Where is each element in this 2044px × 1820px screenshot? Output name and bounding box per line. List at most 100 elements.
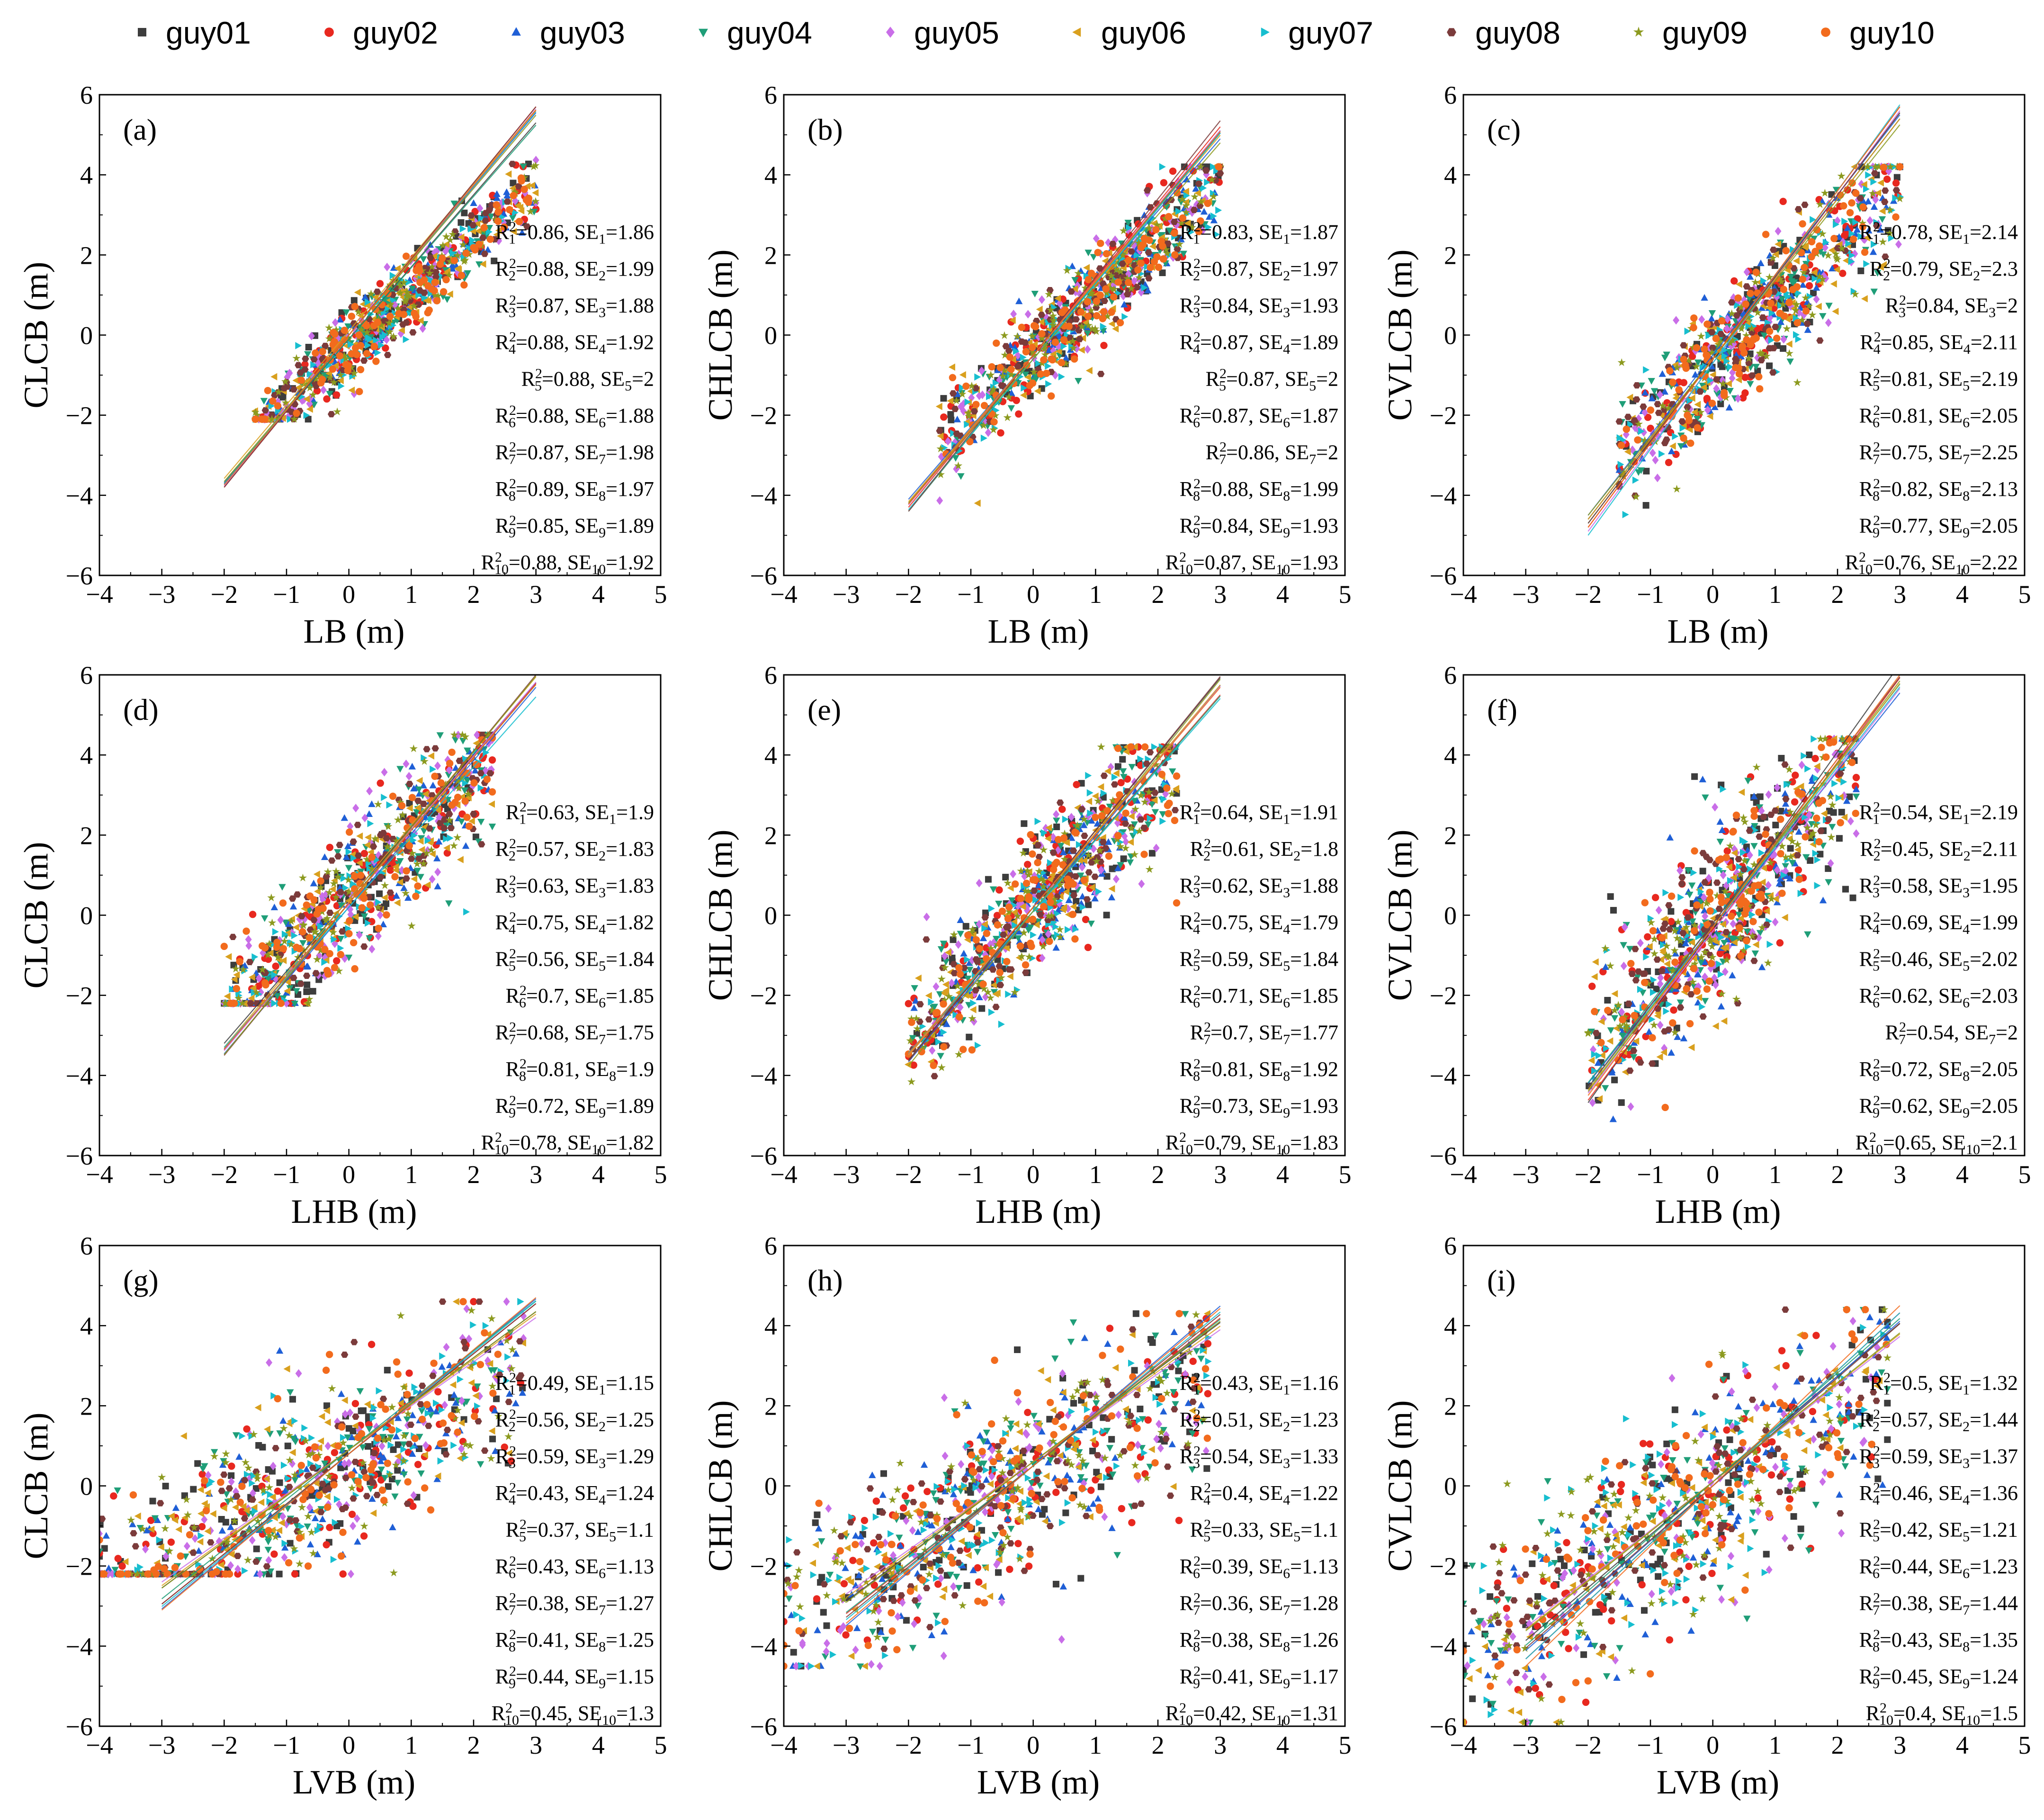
data-point-guy09 — [1685, 356, 1693, 364]
data-point-guy08 — [1170, 218, 1178, 225]
data-point-guy03 — [1177, 235, 1185, 242]
data-point-guy09 — [1804, 302, 1813, 310]
fit-stat-guy08: R2 8=0.82, SE8=2.13 — [1859, 476, 2018, 504]
fit-stat-guy03: R2 3=0.87, SE3=1.88 — [495, 293, 654, 321]
scatter-points — [220, 730, 496, 1008]
fit-stat-guy04: R2 4=0.75, SE4=1.82 — [495, 909, 654, 937]
data-point-guy10 — [367, 901, 374, 909]
data-point-guy06 — [431, 252, 438, 260]
data-point-guy08 — [1767, 259, 1775, 266]
data-point-guy09 — [407, 922, 416, 930]
data-point-guy06 — [313, 870, 320, 878]
y-tick-label: −2 — [66, 402, 93, 430]
data-point-guy09 — [1208, 175, 1216, 184]
data-point-guy10 — [386, 313, 394, 320]
data-point-guy04 — [509, 215, 517, 222]
data-point-guy08 — [1712, 376, 1721, 383]
data-point-guy04 — [1031, 377, 1040, 384]
data-point-guy08 — [1873, 223, 1881, 229]
data-point-guy07 — [378, 341, 385, 349]
data-point-guy01 — [338, 309, 345, 316]
data-point-guy10 — [448, 748, 456, 756]
data-point-guy10 — [1685, 417, 1693, 424]
data-point-guy05 — [306, 399, 313, 408]
data-point-guy10 — [428, 285, 436, 293]
data-point-guy10 — [1051, 339, 1059, 346]
y-tick-label: −4 — [750, 482, 777, 510]
data-point-guy09 — [1798, 316, 1806, 324]
data-point-guy03 — [1140, 211, 1148, 218]
data-point-guy06 — [1830, 280, 1837, 288]
x-tick-label: 5 — [654, 580, 667, 609]
fit-stat-guy05: R2 5=0.81, SE5=2.19 — [1859, 366, 2018, 394]
data-point-guy09 — [1858, 219, 1867, 227]
data-point-guy03 — [1725, 403, 1733, 411]
data-point-guy08 — [403, 319, 410, 326]
data-point-guy09 — [281, 377, 290, 386]
legend-marker-guy07 — [1261, 27, 1270, 37]
data-point-guy05 — [936, 496, 943, 505]
data-point-guy08 — [409, 329, 417, 336]
data-point-guy09 — [1046, 305, 1055, 314]
data-point-guy01 — [1120, 855, 1127, 862]
data-point-guy07 — [1705, 332, 1712, 340]
data-point-guy03 — [954, 390, 961, 397]
data-point-guy10 — [1141, 235, 1149, 243]
data-point-guy09 — [1808, 311, 1817, 319]
data-point-guy09 — [354, 307, 363, 316]
data-point-guy10 — [955, 964, 963, 972]
data-point-guy08 — [334, 853, 342, 860]
data-point-guy05 — [968, 393, 975, 402]
data-point-guy04 — [345, 865, 353, 872]
data-point-guy08 — [303, 972, 311, 979]
fit-line-guy10 — [908, 131, 1221, 505]
data-point-guy09 — [1196, 197, 1205, 206]
data-point-guy10 — [1782, 247, 1790, 255]
data-point-guy06 — [1828, 246, 1835, 254]
data-point-guy08 — [1881, 198, 1889, 206]
data-point-guy02 — [488, 756, 496, 764]
data-point-guy03 — [1210, 216, 1218, 224]
legend-marker-guy05 — [886, 27, 895, 38]
data-point-guy07 — [485, 228, 493, 236]
data-point-guy05 — [286, 368, 293, 377]
data-point-guy10 — [1054, 836, 1062, 843]
data-point-guy08 — [1801, 201, 1809, 208]
data-point-guy09 — [381, 881, 389, 889]
data-point-guy10 — [346, 917, 353, 924]
panel-label: (a) — [123, 113, 157, 146]
data-point-guy10 — [1756, 385, 1764, 393]
data-point-guy06 — [364, 834, 371, 841]
data-point-guy10 — [251, 415, 259, 423]
x-tick-label: 1 — [405, 580, 418, 609]
data-point-guy10 — [1634, 436, 1641, 444]
scatter-points — [904, 743, 1181, 1085]
y-axis-label: CLCB (m) — [17, 261, 55, 408]
data-point-guy10 — [908, 1019, 915, 1026]
data-point-guy05 — [1813, 295, 1820, 304]
data-point-guy03 — [321, 853, 329, 860]
data-point-guy06 — [424, 296, 431, 305]
data-point-guy07 — [347, 341, 354, 348]
data-point-guy09 — [1777, 277, 1786, 286]
data-point-guy05 — [923, 913, 930, 922]
data-point-guy10 — [494, 217, 502, 225]
data-point-guy04 — [487, 213, 495, 220]
data-point-guy09 — [425, 269, 434, 277]
data-point-guy04 — [1802, 260, 1810, 268]
data-point-guy10 — [233, 985, 241, 993]
data-point-guy10 — [1647, 406, 1655, 414]
data-point-guy05 — [375, 932, 382, 941]
data-point-guy04 — [1022, 371, 1030, 378]
data-point-guy08 — [1684, 404, 1691, 411]
data-point-guy10 — [1040, 356, 1048, 364]
data-point-guy07 — [1745, 323, 1752, 330]
data-point-guy06 — [1775, 240, 1782, 248]
data-point-guy09 — [1659, 401, 1667, 410]
data-point-guy07 — [1863, 260, 1870, 268]
data-point-guy02 — [1733, 348, 1740, 356]
data-point-guy04 — [1820, 251, 1827, 258]
data-point-guy07 — [1205, 224, 1212, 231]
data-point-guy04 — [1163, 204, 1171, 211]
